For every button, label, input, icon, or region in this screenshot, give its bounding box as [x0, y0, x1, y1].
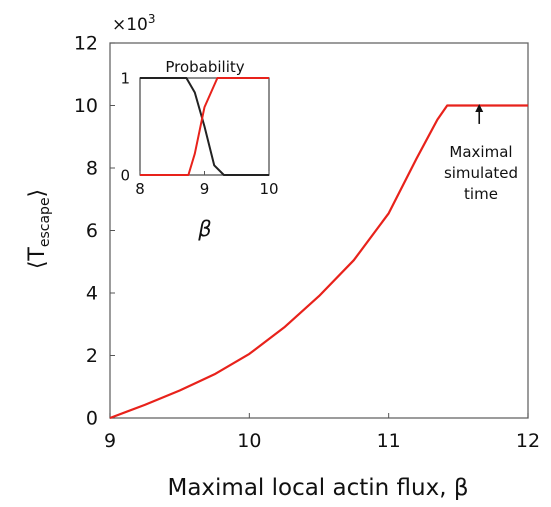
y-multiplier: ×103: [112, 12, 156, 35]
annotation-line-3: time: [464, 185, 498, 203]
inset-y-tick-label: 1: [120, 69, 130, 87]
main-y-tick-label: 10: [74, 95, 98, 117]
inset-chart: 0 1 8 9 10 Probability β: [120, 58, 278, 241]
inset-series-line-2: [140, 77, 269, 176]
inset-y-tick-label: 0: [120, 166, 130, 184]
main-series-line-1: [109, 104, 528, 420]
annotation-arrow-head: [475, 103, 484, 112]
y-multiplier-base: ×10: [112, 15, 148, 35]
main-x-tick-label: 9: [104, 430, 116, 452]
inset-title: Probability: [165, 58, 244, 76]
y-axis-label-open: ⟨T: [25, 247, 50, 270]
inset-x-ticks: 8 9 10: [135, 171, 279, 198]
main-y-tick-label: 6: [86, 220, 98, 242]
main-x-tick-label: 12: [516, 430, 540, 452]
main-series: [109, 104, 528, 420]
main-y-ticks: 0 2 4 6 8 10 12: [74, 33, 115, 430]
main-x-tick-label: 10: [237, 430, 261, 452]
main-y-tick-label: 12: [74, 33, 98, 55]
main-y-tick-label: 4: [86, 283, 98, 305]
inset-series: [140, 77, 269, 176]
main-y-tick-label: 2: [86, 345, 98, 367]
y-axis-label-subscript: escape: [37, 197, 53, 247]
inset-x-tick-label: 8: [135, 180, 145, 198]
y-axis-label: ⟨Tescape⟩: [25, 189, 53, 269]
main-y-tick-label: 0: [86, 408, 98, 430]
annotation-line-1: Maximal: [449, 143, 512, 161]
y-axis-label-close: ⟩: [25, 189, 50, 198]
annotation-line-2: simulated: [444, 164, 518, 182]
x-axis-label: Maximal local actin flux, β: [167, 475, 468, 501]
inset-x-tick-label: 9: [200, 180, 210, 198]
inset-x-tick-label: 10: [259, 180, 278, 198]
y-multiplier-exponent: 3: [148, 12, 156, 26]
inset-x-axis-label: β: [197, 217, 211, 241]
annotation: Maximal simulated time: [444, 103, 518, 203]
main-y-tick-label: 8: [86, 158, 98, 180]
inset-series-line-1: [140, 77, 269, 176]
main-x-ticks: 9 10 11 12: [104, 413, 540, 452]
main-x-tick-label: 11: [377, 430, 401, 452]
